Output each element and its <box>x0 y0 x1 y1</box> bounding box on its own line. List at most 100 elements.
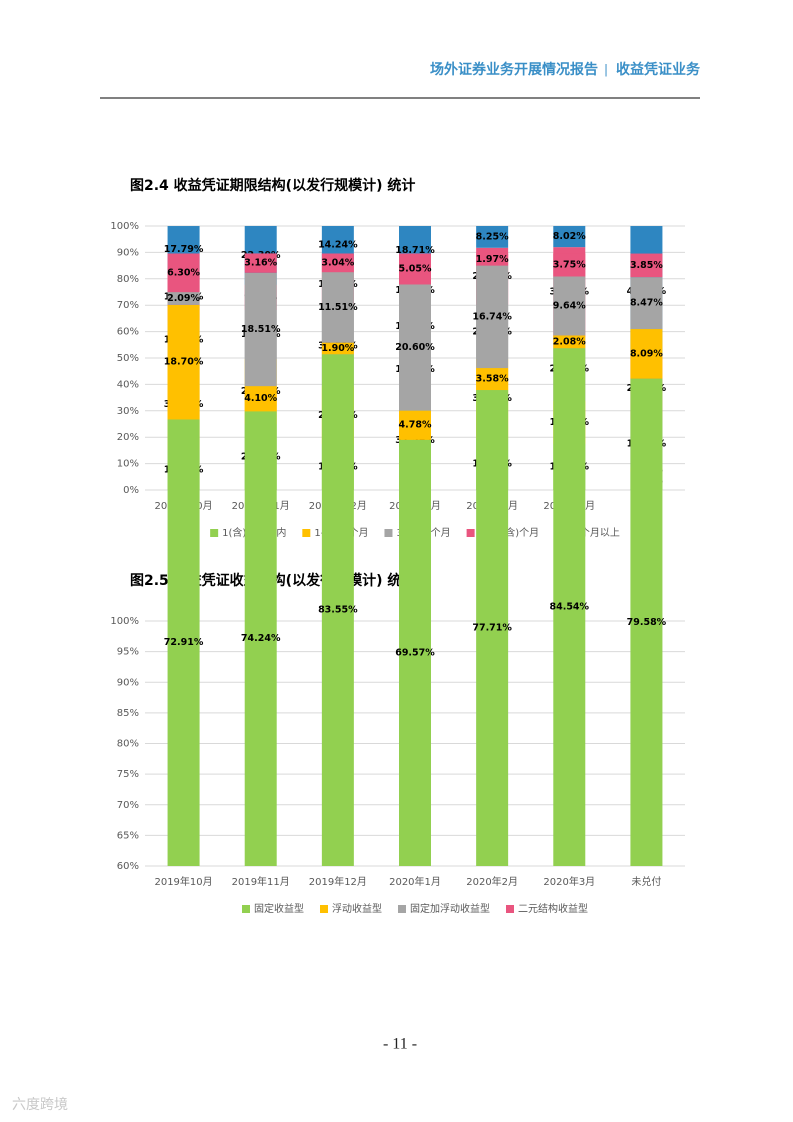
y-tick-label: 65% <box>117 830 139 841</box>
y-tick-label: 10% <box>117 459 139 470</box>
data-label: 72.91% <box>164 637 204 648</box>
data-label: 79.58% <box>627 617 667 628</box>
legend-swatch <box>210 529 219 537</box>
bar-segment <box>321 342 354 355</box>
y-tick-label: 90% <box>117 677 139 688</box>
data-label: 8.47% <box>630 298 663 309</box>
bar-segment <box>630 378 663 866</box>
bar-segment <box>476 253 509 266</box>
page-number: - 11 - <box>383 1036 417 1053</box>
bar-segment <box>167 304 200 420</box>
data-label: 3.04% <box>321 257 354 268</box>
y-tick-label: 0% <box>123 485 139 496</box>
bar-segment <box>399 410 431 440</box>
data-label: 11.51% <box>318 302 358 313</box>
y-tick-label: 50% <box>117 353 139 364</box>
data-label: 2.09% <box>167 293 200 304</box>
data-label: 69.57% <box>395 647 435 658</box>
data-label: 8.09% <box>630 348 663 359</box>
x-tick-label: 未兑付 <box>631 875 661 888</box>
chart-title: 图2.4 收益凭证期限结构(以发行规模计) 统计 <box>130 177 415 194</box>
y-tick-label: 30% <box>117 406 139 417</box>
bar-segment <box>321 253 354 273</box>
legend-swatch <box>384 529 393 537</box>
bar-segment <box>321 354 354 866</box>
x-tick-label: 2020年2月 <box>466 875 518 888</box>
data-label: 18.70% <box>164 357 204 368</box>
header-title: 场外证券业务开展情况报告 <box>430 61 598 78</box>
bar-segment <box>399 253 431 285</box>
legend-label: 浮动收益型 <box>332 902 382 915</box>
y-tick-label: 95% <box>117 647 139 658</box>
y-tick-label: 70% <box>117 800 139 811</box>
data-label: 4.78% <box>399 420 432 431</box>
bar-segment <box>167 253 200 293</box>
data-label: 1.97% <box>476 254 509 265</box>
bar-segment <box>553 348 586 866</box>
y-tick-label: 75% <box>117 769 139 780</box>
bar-segment <box>167 292 200 305</box>
data-label: 17.79% <box>164 244 204 255</box>
bar-segment <box>476 226 509 248</box>
legend-swatch <box>398 905 406 913</box>
legend-label: 二元结构收益型 <box>518 902 588 915</box>
y-tick-label: 100% <box>110 616 139 627</box>
watermark: 六度跨境 <box>12 1097 68 1113</box>
x-tick-label: 2020年3月 <box>543 875 595 888</box>
bar-segment <box>476 368 509 391</box>
y-tick-label: 60% <box>117 861 139 872</box>
data-label: 16.74% <box>472 311 512 322</box>
data-label: 14.24% <box>318 239 358 250</box>
x-tick-label: 2019年12月 <box>309 875 367 888</box>
bar-segment <box>553 276 586 336</box>
data-label: 3.16% <box>244 258 277 269</box>
bar-segment <box>630 277 663 330</box>
data-label: 83.55% <box>318 605 358 616</box>
data-label: 3.58% <box>476 374 509 385</box>
bar-segment <box>399 439 431 866</box>
header-separator: | <box>604 63 608 77</box>
data-label: 84.54% <box>549 602 589 613</box>
data-label: 1.90% <box>321 343 354 354</box>
data-label: 20.60% <box>395 342 435 353</box>
legend-swatch <box>242 905 250 913</box>
bar-segment <box>167 419 200 866</box>
legend-label: 固定收益型 <box>254 902 304 915</box>
y-tick-label: 20% <box>117 432 139 443</box>
bar-segment <box>553 335 586 349</box>
legend-label: 固定加浮动收益型 <box>410 902 490 915</box>
data-label: 74.24% <box>241 633 281 644</box>
bar-segment <box>244 386 277 412</box>
bar-segment <box>630 329 663 379</box>
bar-segment <box>244 253 277 273</box>
y-tick-label: 90% <box>117 247 139 258</box>
legend-swatch <box>466 529 475 537</box>
y-tick-label: 100% <box>110 221 139 232</box>
bar-segment <box>476 265 509 369</box>
y-tick-label: 80% <box>117 739 139 750</box>
bar-segment <box>244 411 277 866</box>
data-label: 77.71% <box>472 623 512 634</box>
bar-segment <box>476 390 509 866</box>
data-label: 5.05% <box>399 263 432 274</box>
data-label: 18.51% <box>241 324 281 335</box>
x-tick-label: 2020年1月 <box>389 875 441 888</box>
legend-swatch <box>320 905 328 913</box>
bar-segment <box>553 225 586 248</box>
bar-segment <box>321 272 354 343</box>
data-label: 6.30% <box>167 267 200 278</box>
x-tick-label: 2019年11月 <box>232 875 290 888</box>
legend-swatch <box>302 529 311 537</box>
bar-segment <box>630 253 663 278</box>
data-label: 8.02% <box>553 231 586 242</box>
y-tick-label: 40% <box>117 379 139 390</box>
y-tick-label: 85% <box>117 708 139 719</box>
legend-swatch <box>506 905 514 913</box>
data-label: 4.10% <box>244 393 277 404</box>
data-label: 9.64% <box>553 300 586 311</box>
data-label: 8.25% <box>476 231 509 242</box>
x-tick-label: 2019年10月 <box>154 875 212 888</box>
data-label: 3.85% <box>630 260 663 271</box>
